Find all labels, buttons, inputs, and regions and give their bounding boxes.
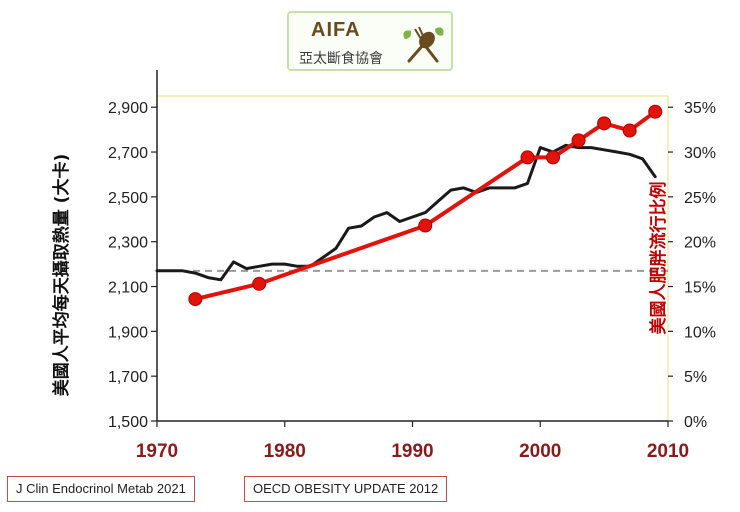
- x-tick-label: 1990: [391, 441, 433, 462]
- y-right-tick-label: 10%: [684, 324, 716, 341]
- obesity-rate-point: [546, 150, 561, 165]
- obesity-rate-point: [520, 150, 535, 165]
- obesity-rate-point: [188, 292, 203, 307]
- y-right-tick-label: 25%: [684, 190, 716, 207]
- y-right-tick-label: 20%: [684, 235, 716, 252]
- obesity-rate-point: [648, 104, 663, 119]
- x-tick-label: 1980: [264, 441, 306, 462]
- obesity-rate-point: [622, 123, 637, 138]
- source-citation-1: J Clin Endocrinol Metab 2021: [7, 476, 195, 502]
- y-left-tick-label: 2,100: [108, 280, 148, 297]
- chart-frame: [156, 70, 669, 422]
- y-left-tick-label: 2,700: [108, 145, 148, 162]
- obesity-rate-point: [597, 116, 612, 131]
- source-citation-2: OECD OBESITY UPDATE 2012: [244, 476, 448, 502]
- x-tick-label: 1970: [136, 441, 178, 462]
- y-left-tick-label: 2,300: [108, 235, 148, 252]
- spoon-fork-icon: [403, 26, 444, 63]
- aifa-logo: AIFA 亞太斷食協會: [287, 11, 453, 71]
- y-left-tick-label: 2,500: [108, 190, 148, 207]
- y-left-tick-label: 1,700: [108, 369, 148, 386]
- logo-title: AIFA: [311, 19, 361, 41]
- y-right-tick-label: 5%: [684, 369, 707, 386]
- x-tick-label: 2010: [647, 441, 689, 462]
- y-right-tick-label: 30%: [684, 145, 716, 162]
- y-left-tick-label: 2,900: [108, 100, 148, 117]
- tick-layer: 1,500 1,700 1,900 2,100 2,300 2,500 2,700 2,900…: [108, 100, 716, 462]
- series-layer: [155, 104, 663, 307]
- logo-subtitle: 亞太斷食協會: [299, 51, 383, 67]
- y-right-tick-label: 35%: [684, 100, 716, 117]
- y-left-tick-label: 1,900: [108, 324, 148, 341]
- calorie-intake-line: [155, 143, 657, 282]
- obesity-rate-point: [571, 133, 586, 148]
- obesity-rate-point: [418, 218, 433, 233]
- y-right-tick-label: 0%: [684, 414, 707, 431]
- x-tick-label: 2000: [519, 441, 561, 462]
- y-axis-label-left: 美國人平均每天攝取熱量 (大卡): [51, 154, 72, 396]
- y-right-tick-label: 15%: [684, 280, 716, 297]
- y-left-tick-label: 1,500: [108, 414, 148, 431]
- y-axis-label-right: 美國人肥胖流行比例: [648, 182, 669, 335]
- obesity-rate-point: [252, 276, 267, 291]
